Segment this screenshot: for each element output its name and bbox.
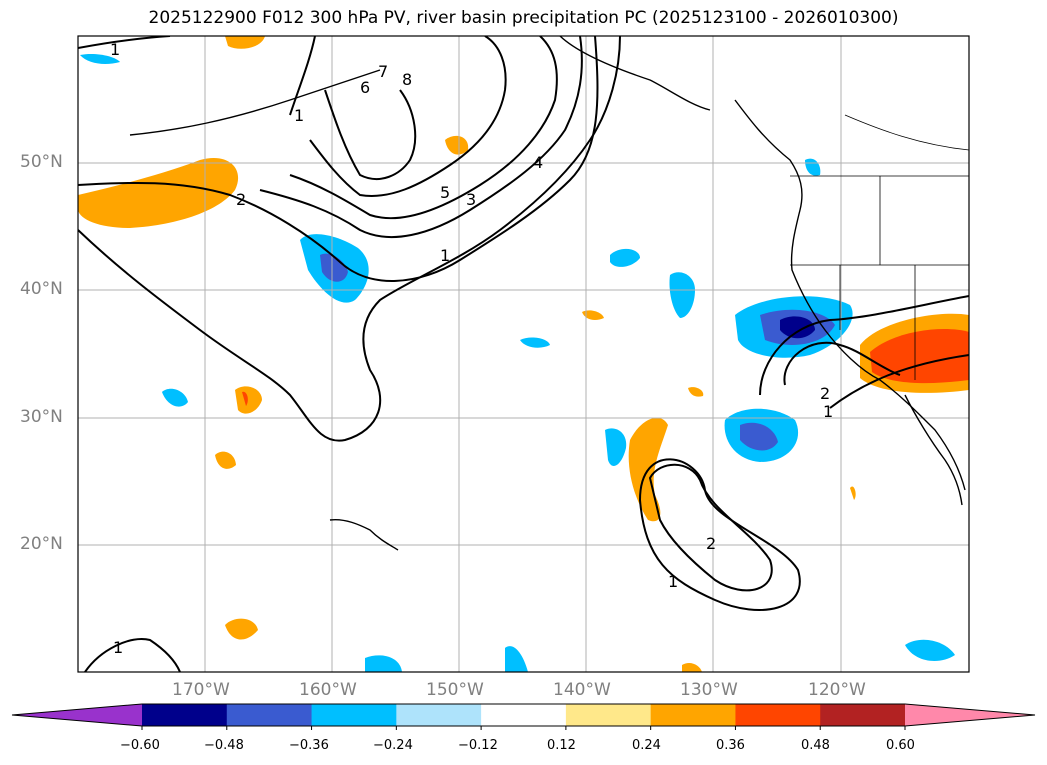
aleutian-islands [129,69,381,136]
colorbar-tick-label: 0.48 [801,738,830,753]
colorbar-tick-label: −0.60 [120,738,160,753]
shaded-fields [78,36,969,672]
baja-california [904,394,963,506]
contour-label: 3 [466,190,477,209]
political-borders [790,114,969,380]
shade-blue-small-4 [520,337,550,348]
shade-blue-small-8 [365,655,402,672]
pv-contour-1-southwest [84,638,181,672]
contour-label: 1 [440,246,451,265]
map-frame [77,35,970,673]
pv-contours [78,36,969,672]
pv-contour-loop-2 [648,463,773,592]
contour-label: 7 [378,62,389,81]
lat-label-30n: 30°N [20,407,63,427]
colorbar [11,703,1036,730]
shade-orange-small-4 [445,135,469,155]
lon-label-140w: 140°W [553,680,611,700]
shade-red-small-1 [242,391,248,406]
colorbar-segment [820,704,906,726]
pv-contour-1-far-west [78,36,171,49]
lon-label-170w: 170°W [172,680,230,700]
contour-label: 8 [402,70,413,89]
shade-blue-small-1 [669,272,695,318]
contour-label: 4 [533,153,544,172]
lon-label-160w: 160°W [299,680,357,700]
pv-contour-5 [309,36,507,197]
shade-orange-small-2 [215,451,236,469]
colorbar-segment [142,704,228,726]
colorbar-extend-high [905,704,1035,726]
shade-orange-small-7 [688,387,704,397]
shade-blue-small-2 [610,248,640,267]
shade-blue-small-9 [505,646,528,672]
colorbar-segment [735,704,821,726]
shade-dark-coast [780,316,815,339]
lon-label-130w: 130°W [680,680,738,700]
colorbar-segment [311,704,397,726]
map-title: 2025122900 F012 300 hPa PV, river basin … [148,8,899,28]
map-plot-area [78,36,969,672]
shade-orange-small-5 [225,36,265,49]
colorbar-tick-label: −0.36 [289,738,329,753]
colorbar-extend-low [12,704,142,726]
contour-label: 1 [113,638,124,657]
shade-red-coast [870,329,969,384]
alaska-coast [559,36,711,111]
contour-label: 1 [668,572,679,591]
contour-label: 1 [294,106,305,125]
shade-blue-small-5 [162,388,188,407]
pv-contour-coast-2 [759,295,969,396]
colorbar-tick-label: 0.36 [716,738,745,753]
shade-orange-small-6 [582,310,604,320]
pv-contour-3 [259,36,583,239]
lon-label-150w: 150°W [426,680,484,700]
shade-orange-west [78,158,239,228]
contour-label: 2 [236,190,247,209]
contour-label: 6 [360,78,371,97]
pv-contour-1-west [78,36,621,442]
lat-label-20n: 20°N [20,534,63,554]
colorbar-tick-label: 0.60 [886,738,915,753]
colorbar-segment [650,704,736,726]
colorbar-tick-label: −0.12 [458,738,498,753]
colorbar-tick-label: −0.48 [204,738,244,753]
contour-label: 2 [706,534,717,553]
lat-label-50n: 50°N [20,152,63,172]
pv-contour-coast-3 [783,341,901,386]
pv-contour-loop-1 [638,458,801,611]
shade-orange-small-9 [850,486,856,500]
colorbar-tick-label: −0.24 [373,738,413,753]
colorbar-segment [565,704,652,726]
colorbar-segment [481,704,567,726]
pv-contour-coast-1 [829,354,969,409]
hawaiian-islands [329,518,399,551]
pv-contour-6 [324,89,417,180]
contour-label: 1 [110,40,121,59]
lon-label-120w: 120°W [808,680,866,700]
shade-blue-small-6 [905,639,955,661]
shade-orange-small-8 [682,662,702,672]
shade-blue-small-7 [80,53,120,64]
pv-contour-2-west [78,36,599,282]
pv-contour-1-north-west [289,36,316,116]
west-coast-north-america [734,99,966,491]
contour-label: 5 [440,183,451,202]
contour-label: 2 [820,384,831,403]
shade-orange-small-3 [225,618,258,640]
colorbar-tick-label: 0.12 [547,738,576,753]
lat-label-40n: 40°N [20,279,63,299]
pv-contour-4 [289,36,558,220]
colorbar-segment [396,704,482,726]
colorbar-tick-label: 0.24 [632,738,661,753]
contour-label: 1 [823,402,834,421]
coastlines [129,36,966,551]
shade-orange-small-1 [235,386,262,414]
gridlines [78,36,969,672]
shade-blue-small-3 [605,428,627,467]
shade-mid-subtropics [740,422,778,451]
colorbar-segment [226,704,313,726]
shade-dark-north-pacific [320,253,348,282]
